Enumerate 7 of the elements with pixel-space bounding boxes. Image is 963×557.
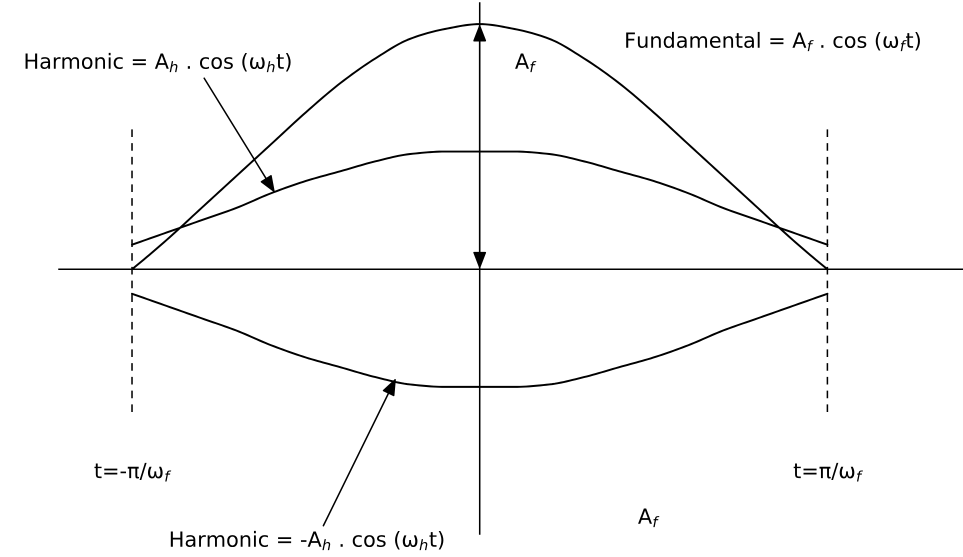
text: Harmonic = -A$_{h}$ . cos (ω$_{h}$t) — [170, 530, 444, 550]
x-tick-label: t=-π/ω$_{f}$ — [94, 462, 172, 482]
text: A$_{f}$ — [638, 508, 660, 528]
annotation: A$_{f}$ — [515, 54, 536, 72]
x-tick-label: t=π/ω$_{f}$ — [794, 462, 863, 482]
annotation: Fundamental = A$_{f}$ . cos (ω$_{f}$t) — [626, 32, 920, 52]
annotation: Harmonic = A$_{h}$ . cos (ω$_{h}$t) — [26, 52, 291, 72]
